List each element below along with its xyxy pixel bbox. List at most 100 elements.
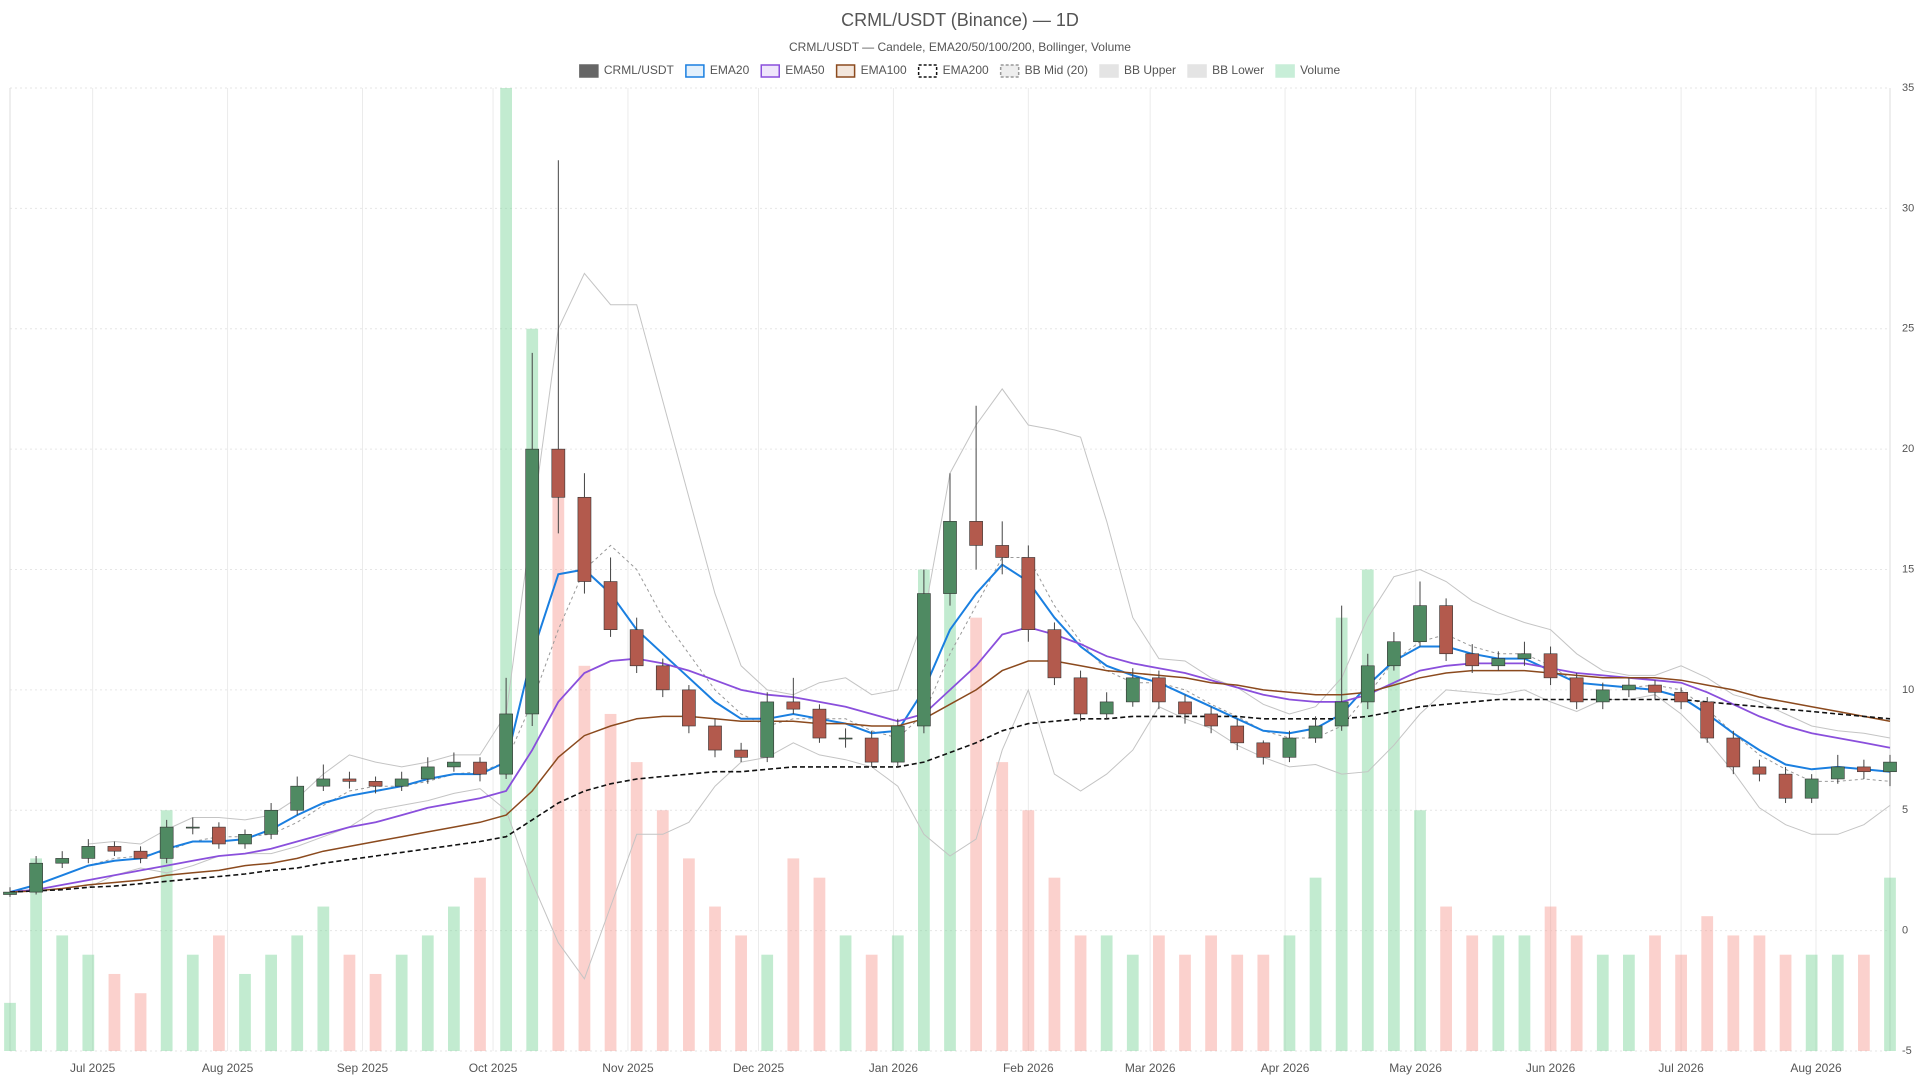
volume-bar bbox=[82, 954, 95, 1051]
volume-bar bbox=[1884, 877, 1896, 1051]
y-tick-label: 0 bbox=[1902, 925, 1908, 937]
volume-bar bbox=[1779, 954, 1792, 1051]
volume-bar bbox=[1309, 877, 1322, 1051]
legend-swatch bbox=[685, 64, 705, 78]
candle-body bbox=[1439, 605, 1453, 655]
candle-body bbox=[969, 521, 983, 546]
volume-bar bbox=[421, 935, 434, 1051]
volume-bar bbox=[1100, 935, 1113, 1051]
y-tick-label: 10 bbox=[1902, 684, 1914, 696]
candle-body bbox=[1517, 653, 1532, 659]
volume-bar bbox=[970, 617, 982, 1051]
candle-body bbox=[1387, 641, 1401, 667]
volume-bar bbox=[1492, 935, 1505, 1051]
legend-label: EMA50 bbox=[785, 63, 825, 77]
volume-bar bbox=[709, 906, 721, 1051]
candle-body bbox=[3, 891, 17, 895]
volume-bar bbox=[1283, 935, 1296, 1051]
candle-body bbox=[499, 713, 513, 775]
candle-body bbox=[1595, 689, 1610, 703]
indicator-line bbox=[88, 272, 1891, 845]
candle-body bbox=[1204, 713, 1218, 727]
volume-bar bbox=[1361, 569, 1374, 1051]
candle-body bbox=[1047, 629, 1062, 679]
volume-bar bbox=[1257, 954, 1270, 1051]
volume-bar bbox=[1414, 810, 1426, 1051]
legend-label: Volume bbox=[1300, 63, 1340, 77]
x-tick-label: Jul 2026 bbox=[1658, 1061, 1704, 1075]
volume-bar bbox=[4, 1002, 16, 1051]
candle-body bbox=[629, 629, 644, 667]
volume-bar bbox=[1466, 935, 1479, 1051]
volume-bar bbox=[134, 993, 147, 1051]
volume-bar bbox=[630, 762, 643, 1051]
candle-body bbox=[551, 448, 566, 498]
candle-body bbox=[1569, 677, 1584, 703]
x-tick-label: Apr 2026 bbox=[1261, 1061, 1310, 1075]
volume-bar bbox=[761, 954, 774, 1051]
volume-bar bbox=[160, 810, 173, 1051]
candle-body bbox=[185, 826, 200, 829]
volume-bar bbox=[1153, 935, 1165, 1051]
volume-bar bbox=[369, 973, 382, 1051]
candle-body bbox=[1125, 677, 1140, 703]
x-tick-label: Nov 2025 bbox=[602, 1061, 654, 1075]
candle-body bbox=[525, 448, 540, 715]
volume-bar bbox=[1440, 906, 1452, 1051]
candle-body bbox=[1334, 701, 1349, 727]
indicator-line bbox=[9, 626, 1891, 893]
candle-body bbox=[1883, 761, 1897, 773]
x-tick-label: Sep 2025 bbox=[337, 1061, 389, 1075]
volume-bar bbox=[1074, 935, 1087, 1051]
candle-body bbox=[107, 846, 122, 852]
candle-body bbox=[1308, 725, 1323, 739]
candle-body bbox=[1413, 605, 1427, 643]
candle-body bbox=[368, 781, 383, 787]
volume-bar bbox=[1727, 935, 1740, 1051]
x-tick-label: Oct 2025 bbox=[469, 1061, 518, 1075]
candle-body bbox=[943, 521, 957, 594]
volume-bar bbox=[1544, 906, 1557, 1051]
x-tick-label: Jan 2026 bbox=[869, 1061, 919, 1075]
candle-body bbox=[81, 846, 96, 859]
candle-body bbox=[394, 778, 409, 787]
candle-body bbox=[1778, 773, 1793, 799]
volume-bar bbox=[500, 88, 512, 1051]
candle-body bbox=[342, 778, 357, 782]
candle-body bbox=[1491, 658, 1506, 667]
y-tick-label: 30 bbox=[1902, 202, 1914, 214]
legend-swatch bbox=[1187, 64, 1207, 78]
candle-body bbox=[760, 701, 775, 758]
candle-body bbox=[212, 826, 226, 845]
volume-bar bbox=[56, 935, 69, 1051]
x-tick-label: Aug 2026 bbox=[1790, 1061, 1842, 1075]
candle-body bbox=[1178, 701, 1192, 715]
volume-bar bbox=[474, 877, 486, 1051]
legend-swatch bbox=[760, 64, 780, 78]
volume-bar bbox=[1518, 935, 1531, 1051]
y-tick-label: 15 bbox=[1902, 563, 1914, 575]
y-tick-label: 5 bbox=[1902, 804, 1908, 816]
candle-body bbox=[734, 749, 748, 758]
legend-swatch bbox=[579, 64, 599, 78]
y-tick-label: 35 bbox=[1902, 82, 1914, 94]
candle-body bbox=[1021, 557, 1036, 630]
x-tick-label: May 2026 bbox=[1389, 1061, 1442, 1075]
candle-body bbox=[1752, 766, 1767, 775]
candle-body bbox=[264, 809, 278, 835]
candles-layer bbox=[3, 160, 1897, 897]
legend-label: BB Mid (20) bbox=[1025, 63, 1088, 77]
volume-bar bbox=[1126, 954, 1139, 1051]
candle-body bbox=[864, 737, 879, 763]
candle-body bbox=[1830, 766, 1845, 780]
candle-body bbox=[1726, 737, 1741, 768]
volume-bar bbox=[108, 973, 121, 1051]
volume-bar bbox=[317, 906, 330, 1051]
volume-bar bbox=[291, 935, 304, 1051]
candle-body bbox=[1543, 653, 1558, 679]
volume-bar bbox=[839, 935, 852, 1051]
chart-subtitle: CRML/USDT — Candele, EMA20/50/100/200, B… bbox=[789, 40, 1131, 54]
candle-body bbox=[1700, 701, 1715, 739]
